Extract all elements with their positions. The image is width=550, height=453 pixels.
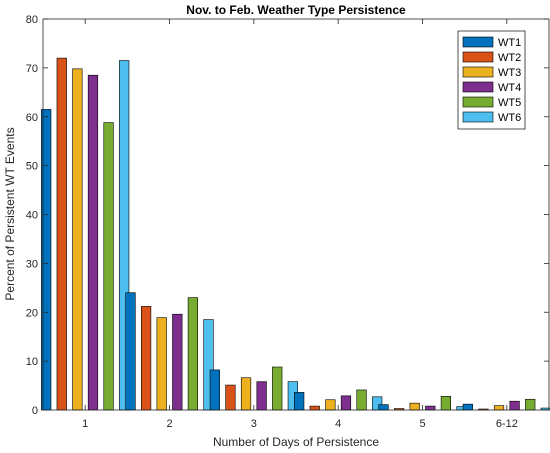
x-tick-label-2: 2 bbox=[166, 418, 172, 430]
legend-label-wt1: WT1 bbox=[498, 37, 521, 49]
y-axis-title: Percent of Persistent WT Events bbox=[3, 127, 17, 300]
legend-swatch-wt3 bbox=[462, 66, 494, 78]
legend-label-wt3: WT3 bbox=[498, 67, 521, 79]
bar-wt2-cat-1 bbox=[56, 57, 67, 411]
bar-wt3-cat-4 bbox=[325, 399, 336, 411]
bar-wt4-cat-3 bbox=[256, 381, 267, 411]
bar-wt4-cat-1 bbox=[87, 74, 99, 411]
y-tick-label-0: 0 bbox=[32, 405, 38, 417]
bar-wt3-cat-3 bbox=[240, 377, 252, 411]
legend: WT1 WT2 WT3 WT4 WT5 WT6 bbox=[457, 30, 526, 130]
legend-swatch-wt6 bbox=[462, 111, 494, 123]
bar-wt5-cat-3 bbox=[272, 366, 283, 411]
bar-wt3-cat-5 bbox=[409, 402, 420, 411]
y-tick-label-60: 60 bbox=[26, 112, 38, 124]
y-tick-label-50: 50 bbox=[26, 161, 38, 173]
bar-wt2-cat-3 bbox=[225, 384, 236, 411]
legend-label-wt5: WT5 bbox=[498, 97, 521, 109]
bar-wt3-cat-6 bbox=[493, 405, 505, 411]
y-tick-label-20: 20 bbox=[26, 307, 38, 319]
x-tick-label-5: 5 bbox=[419, 418, 425, 430]
legend-swatch-wt4 bbox=[462, 81, 494, 93]
y-tick-label-70: 70 bbox=[26, 63, 38, 75]
x-tick-label-4: 4 bbox=[335, 418, 341, 430]
axes-group: 0 10 20 30 40 50 60 70 80 1 2 3 4 5 6-12 bbox=[26, 14, 550, 430]
bar-wt2-cat-2 bbox=[141, 306, 152, 411]
chart-title: Nov. to Feb. Weather Type Persistence bbox=[186, 3, 406, 17]
y-tick-label-80: 80 bbox=[26, 14, 38, 26]
bar-wt5-cat-6 bbox=[525, 398, 536, 411]
legend-label-wt2: WT2 bbox=[498, 52, 521, 64]
y-tick-label-30: 30 bbox=[26, 258, 38, 270]
bar-wt5-cat-5 bbox=[440, 396, 452, 411]
bar-wt1-cat-5 bbox=[378, 404, 389, 411]
bar-wt1-cat-2 bbox=[125, 292, 136, 411]
bar-wt4-cat-4 bbox=[340, 395, 352, 411]
bars-group bbox=[41, 57, 550, 411]
bar-wt5-cat-2 bbox=[187, 297, 199, 411]
bar-wt1-cat-4 bbox=[294, 392, 305, 411]
bar-wt3-cat-2 bbox=[156, 317, 167, 411]
x-tick-label-3: 3 bbox=[251, 418, 257, 430]
bar-wt2-cat-4 bbox=[309, 405, 320, 411]
legend-label-wt4: WT4 bbox=[498, 82, 521, 94]
legend-label-wt6: WT6 bbox=[498, 112, 521, 124]
y-tick-label-40: 40 bbox=[26, 210, 38, 222]
bar-wt4-cat-2 bbox=[172, 313, 183, 411]
bar-wt1-cat-3 bbox=[209, 369, 220, 411]
y-tick-label-10: 10 bbox=[26, 356, 38, 368]
x-tick-label-6: 6-12 bbox=[496, 418, 518, 430]
x-tick-label-1: 1 bbox=[82, 418, 88, 430]
bar-wt5-cat-4 bbox=[356, 389, 367, 411]
bar-wt4-cat-5 bbox=[425, 405, 436, 411]
x-axis-title: Number of Days of Persistence bbox=[213, 435, 379, 449]
legend-swatch-wt5 bbox=[462, 96, 494, 108]
bar-wt3-cat-1 bbox=[72, 68, 83, 411]
bar-wt1-cat-6 bbox=[462, 403, 473, 411]
legend-swatch-wt1 bbox=[462, 36, 494, 48]
legend-swatch-wt2 bbox=[462, 51, 494, 63]
bar-wt5-cat-1 bbox=[103, 122, 114, 411]
bar-wt4-cat-6 bbox=[509, 400, 520, 411]
